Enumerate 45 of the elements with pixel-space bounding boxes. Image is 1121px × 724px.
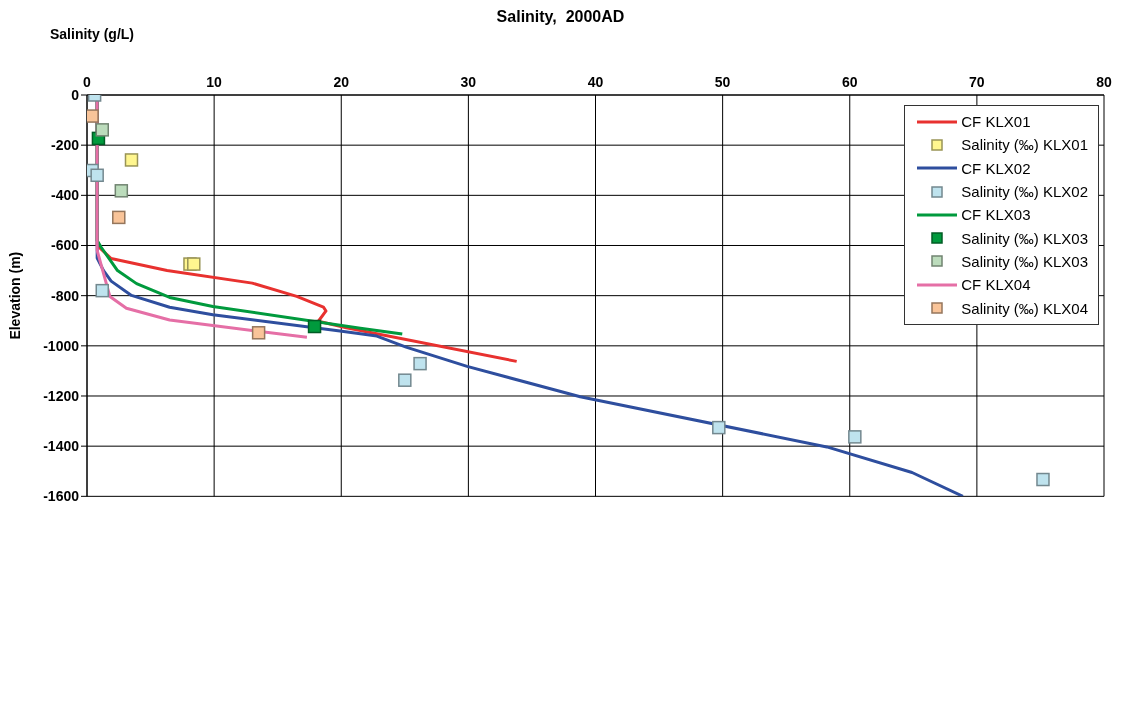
x-tick-label: 10 — [206, 74, 223, 90]
x-tick-label: 0 — [83, 74, 92, 90]
legend-label: Salinity (‰) KLX02 — [961, 183, 1088, 201]
y-tick-label: -1200 — [43, 387, 80, 404]
point — [187, 257, 201, 271]
point — [114, 184, 129, 198]
point — [251, 326, 266, 340]
y-tick-label: -200 — [50, 137, 80, 154]
legend-label: Salinity (‰) KLX03 — [961, 229, 1088, 247]
y-tick-label: -600 — [50, 237, 80, 254]
y-tick-label: -1400 — [43, 438, 80, 455]
x-tick-label: 30 — [460, 74, 477, 90]
x-tick-label: 20 — [333, 74, 350, 90]
point — [848, 430, 862, 444]
y-tick-label: -1000 — [43, 337, 80, 354]
point — [90, 168, 104, 183]
legend-label: CF KLX03 — [961, 206, 1031, 224]
y-tick-label: -400 — [50, 187, 80, 204]
y-tick-label: 0 — [71, 86, 80, 103]
point — [87, 109, 99, 123]
legend-label: Salinity (‰) KLX04 — [961, 299, 1088, 317]
point — [1036, 472, 1050, 487]
point — [413, 356, 427, 371]
legend-label: Salinity (‰) KLX01 — [961, 136, 1088, 154]
legend-label: CF KLX02 — [961, 159, 1031, 177]
y-tick-label: -800 — [50, 287, 80, 304]
y-axis-title: Elevation (m) — [6, 251, 23, 340]
point — [712, 420, 726, 435]
x-tick-label: 40 — [587, 74, 604, 90]
x-tick-label: 80 — [1096, 74, 1112, 90]
legend-label: Salinity (‰) KLX03 — [961, 252, 1088, 270]
x-axis-title: Salinity (g/L) — [50, 26, 134, 42]
point — [95, 283, 110, 298]
legend-label: CF KLX01 — [961, 113, 1031, 131]
y-tick-label: -1600 — [43, 488, 80, 505]
chart-title: Salinity, 2000AD — [495, 8, 626, 26]
point — [307, 319, 322, 334]
x-tick-label: 70 — [969, 74, 985, 90]
point — [124, 153, 139, 167]
point — [95, 123, 110, 137]
point — [112, 210, 126, 225]
x-tick-label: 60 — [841, 74, 858, 90]
x-tick-label: 50 — [714, 74, 731, 90]
legend-label: CF KLX04 — [961, 276, 1031, 294]
point — [398, 373, 412, 387]
